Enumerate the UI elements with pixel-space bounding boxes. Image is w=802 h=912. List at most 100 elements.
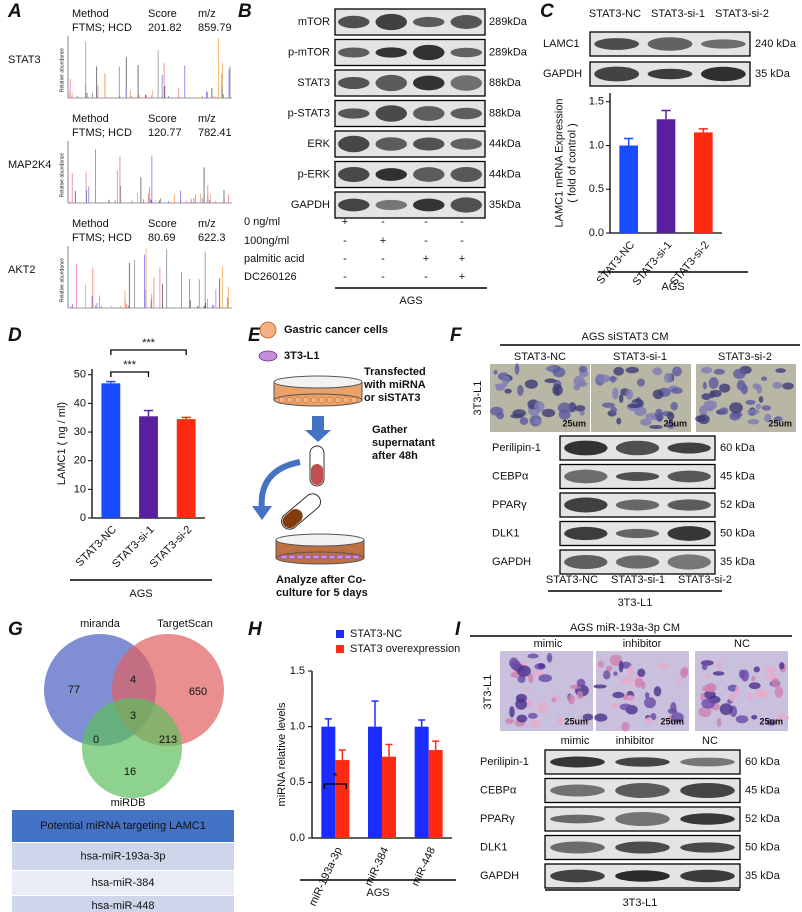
venn-count: 0	[93, 734, 99, 746]
band	[647, 37, 693, 51]
cell	[294, 396, 302, 404]
cell	[701, 366, 713, 374]
dish-top	[275, 533, 365, 547]
sign: +	[380, 235, 386, 247]
band	[338, 76, 370, 90]
bar	[382, 756, 396, 838]
cell	[701, 663, 708, 671]
error-bar	[385, 743, 393, 757]
venn-count: 650	[189, 686, 207, 698]
cell	[772, 381, 783, 389]
scale-bar: 25um	[759, 716, 783, 726]
sign: -	[460, 216, 464, 228]
cell	[612, 691, 625, 699]
band	[413, 137, 445, 151]
label: GAPDH	[291, 199, 330, 211]
band	[375, 13, 407, 31]
scale-bar: 25um	[562, 418, 586, 428]
table-row	[12, 843, 234, 870]
band	[615, 528, 660, 539]
cell	[748, 682, 761, 690]
band	[338, 108, 370, 119]
band	[615, 499, 660, 511]
label: 35 kDa	[745, 870, 781, 882]
band	[700, 66, 746, 82]
cell	[527, 712, 538, 719]
cell	[719, 703, 733, 716]
cell	[701, 393, 712, 401]
label: 35 kDa	[755, 68, 791, 80]
band	[700, 39, 746, 49]
venn-count: 213	[159, 734, 177, 746]
cell	[531, 669, 544, 676]
cell	[625, 366, 639, 374]
cell	[666, 412, 675, 421]
cell	[582, 713, 594, 721]
cell	[764, 672, 778, 679]
band	[667, 442, 711, 454]
label: inhibitor	[623, 638, 662, 650]
cell	[610, 406, 618, 414]
cell	[568, 694, 576, 705]
bar	[368, 726, 382, 838]
label: CEBPα	[492, 470, 529, 482]
sign: +	[459, 253, 465, 265]
cell	[652, 367, 663, 376]
cell	[620, 676, 634, 685]
error-bar	[661, 109, 671, 120]
cell	[702, 381, 708, 390]
sign: -	[424, 235, 428, 247]
band	[338, 15, 370, 29]
set-label: miranda	[80, 618, 121, 630]
legend-label: STAT3 overexpression	[350, 643, 460, 655]
venn-count: 3	[130, 710, 136, 722]
label: STAT3-si-1	[651, 8, 705, 20]
band	[450, 75, 482, 91]
cell	[552, 384, 563, 396]
cell	[758, 396, 764, 403]
label: FTMS; HCD	[72, 232, 132, 244]
axis-label: Relative abundance	[59, 153, 65, 197]
label: hsa-miR-384	[92, 877, 155, 889]
label: 60 kDa	[720, 442, 756, 454]
label: hsa-miR-193a-3p	[81, 850, 166, 862]
cell	[576, 678, 586, 688]
cell	[697, 414, 710, 425]
label: 622.3	[198, 232, 226, 244]
band	[338, 47, 370, 58]
significance: ***	[142, 337, 156, 349]
cell	[278, 396, 286, 404]
cell	[318, 396, 326, 404]
cell	[735, 715, 749, 724]
cell	[610, 375, 616, 383]
cell	[296, 554, 304, 560]
legend-label: STAT3-NC	[350, 628, 402, 640]
cell	[524, 379, 538, 389]
significance: ***	[123, 359, 137, 371]
y-tick-label: 1.5	[290, 665, 305, 677]
label: Score	[148, 218, 177, 230]
cell	[700, 692, 706, 701]
label: GAPDH	[492, 556, 531, 568]
cell	[733, 368, 746, 380]
label: 859.79	[198, 22, 232, 34]
band	[550, 841, 605, 854]
cell	[747, 408, 760, 415]
band	[375, 47, 407, 58]
cell	[670, 702, 677, 713]
cell	[594, 713, 608, 722]
cell	[654, 408, 664, 420]
label: 35kDa	[489, 199, 522, 211]
cell	[509, 706, 515, 718]
panel-label: B	[238, 1, 252, 22]
cell	[505, 718, 515, 724]
cell	[528, 673, 534, 684]
scale-bar: 25um	[768, 418, 792, 428]
error-bar	[143, 409, 154, 417]
band	[450, 15, 482, 29]
cell	[719, 407, 729, 415]
cell	[618, 660, 624, 673]
band	[680, 813, 735, 825]
y-tick-label: 30	[74, 426, 86, 438]
cell	[612, 387, 619, 400]
